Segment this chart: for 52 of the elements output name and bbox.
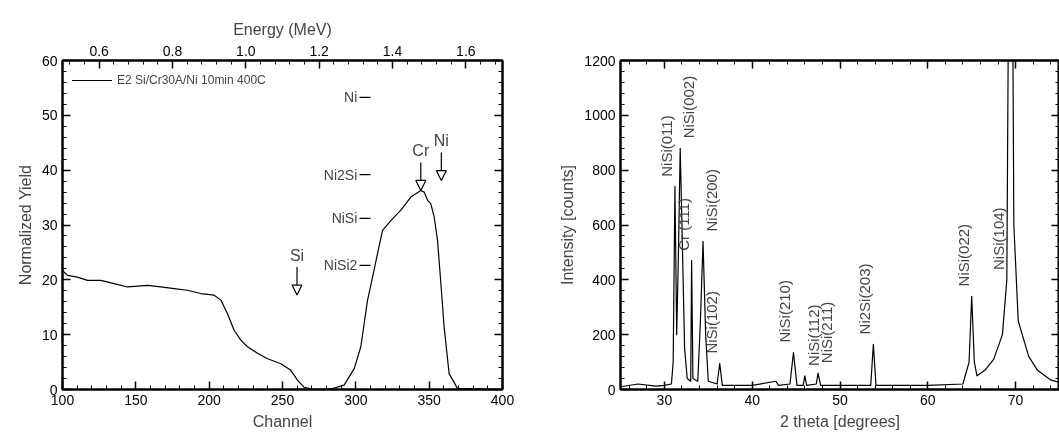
annotation: NiSi2	[323, 257, 358, 274]
annotation: NiSi(102)	[702, 291, 720, 354]
x2-tick-label: 0.6	[89, 42, 110, 59]
y-tick-label: 200	[592, 326, 616, 343]
y-axis-title: Normalized Yield	[16, 165, 34, 286]
x-tick-label: 400	[490, 391, 515, 408]
annotation: NiSi	[331, 210, 358, 227]
y-tick-label: 40	[41, 162, 58, 179]
x2-tick-label: 1.0	[236, 42, 256, 59]
x-tick-label: 60	[920, 391, 936, 408]
y-tick-label: 800	[592, 162, 616, 179]
x-tick-label: 70	[1007, 391, 1024, 408]
x-tick-label: 50	[832, 391, 848, 408]
y-tick-label: 30	[41, 217, 58, 233]
x2-tick-label: 1.4	[382, 42, 403, 59]
annotation: NiSi(022)	[954, 223, 972, 287]
y-tick-label: 1200	[584, 52, 616, 69]
y-tick-label: 0	[607, 381, 616, 398]
x-tick-label: 200	[197, 391, 222, 408]
y-axis-title: Intensity [counts]	[559, 164, 577, 286]
y-tick-label: 60	[41, 52, 58, 69]
y-tick-label: 1000	[584, 107, 616, 124]
annotation: Cr	[412, 142, 430, 160]
y-tick-label: 600	[592, 217, 616, 233]
x2-tick-label: 0.8	[162, 42, 183, 59]
x-tick-label: 40	[744, 391, 761, 408]
x-tick-label: 350	[417, 391, 442, 408]
x-tick-label: 250	[270, 391, 295, 408]
y-tick-label: 400	[592, 271, 616, 288]
x2-tick-label: 1.2	[309, 42, 330, 59]
annotation: Ni	[433, 132, 449, 150]
annotation: NiSi(011)	[657, 115, 675, 177]
annotation: Cr (111)	[674, 197, 692, 251]
annotation: Ni	[344, 89, 358, 106]
x-axis-title: Channel	[252, 412, 313, 430]
x-tick-label: 30	[656, 391, 673, 408]
annotation: Ni2Si(203)	[856, 263, 874, 335]
y-tick-label: 10	[41, 326, 58, 343]
annotation: Ni2Si	[323, 166, 358, 183]
x-tick-label: 150	[124, 391, 148, 408]
x-axis-title: 2 theta [degrees]	[779, 412, 901, 430]
annotation: NiSi(210)	[776, 280, 794, 343]
annotation: NiSi(002)	[680, 75, 698, 139]
annotation: NiSi(104)	[989, 207, 1007, 270]
legend-label: E2 Si/Cr30A/Ni 10min 400C	[117, 73, 266, 87]
y-tick-label: 50	[41, 107, 58, 124]
x-tick-label: 300	[344, 391, 368, 408]
x2-axis-title: Energy (MeV)	[233, 20, 332, 38]
x2-tick-label: 1.6	[456, 42, 476, 59]
annotation: NiSi(200)	[703, 169, 721, 232]
annotation: Si	[289, 246, 305, 264]
y-tick-label: 20	[41, 271, 58, 288]
